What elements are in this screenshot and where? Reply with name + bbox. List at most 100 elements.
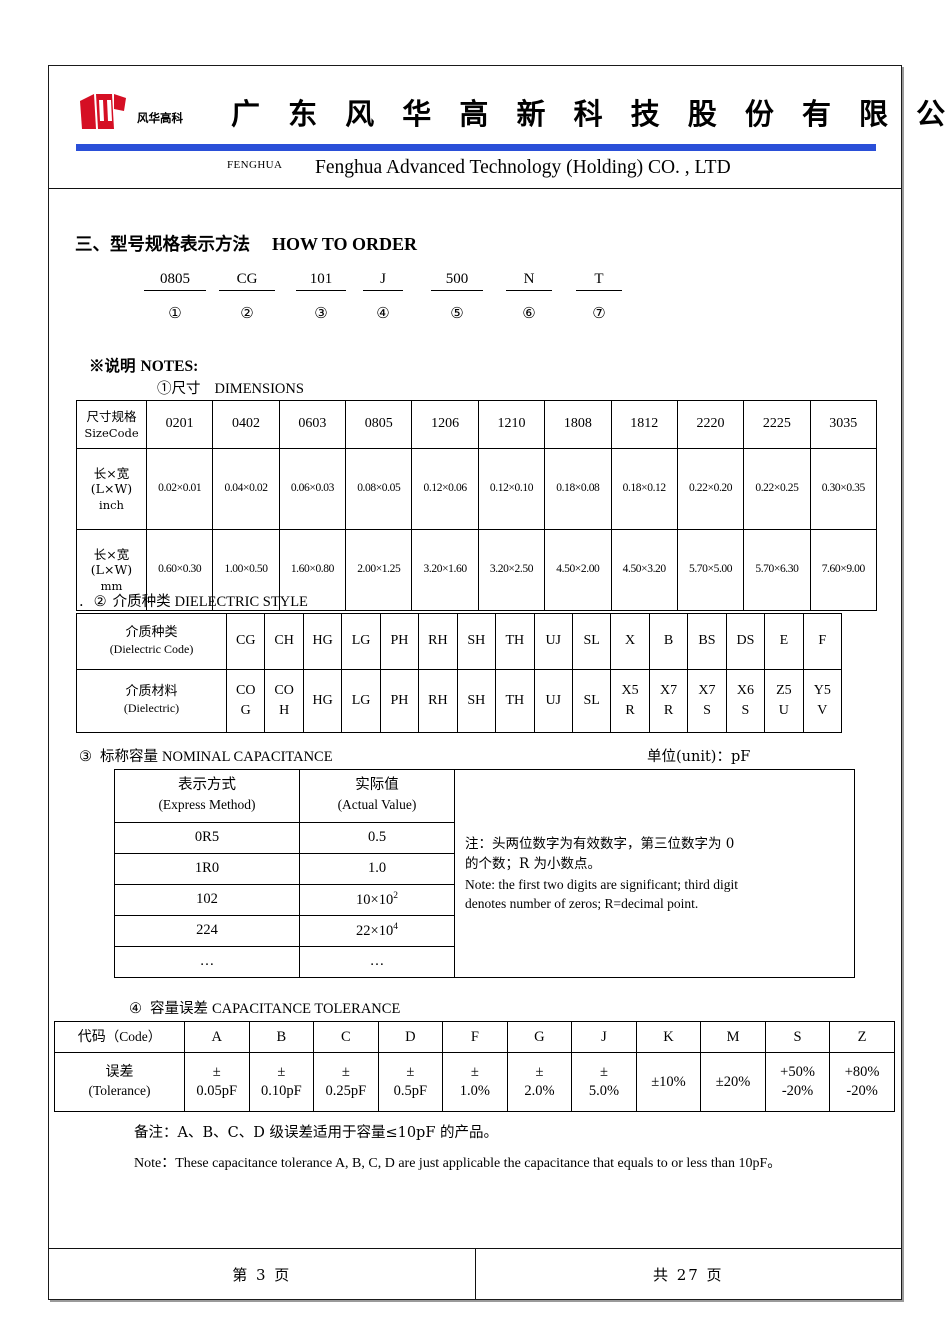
dielectric-row-label-material: 介质材料 (Dielectric) — [76, 669, 227, 733]
capacitance-express-value: 102 — [114, 884, 300, 916]
blue-divider-bar — [76, 144, 876, 151]
tolerance-code-cell: J — [571, 1021, 637, 1053]
tolerance-value-cell: ±0.10pF — [248, 1052, 315, 1112]
order-circle-1: ① — [168, 304, 182, 322]
table-row: 误差 (Tolerance) ±0.05pF ±0.10pF ±0.25pF ±0.5pF… — [54, 1052, 895, 1112]
capacitance-caption-en: NOMINAL CAPACITANCE — [162, 749, 333, 765]
table-row: 1R0 1.0 — [114, 853, 855, 885]
dielectric-code-cell: TH — [495, 613, 535, 670]
section-title-en: HOW TO ORDER — [272, 234, 418, 254]
tolerance-remark-cn: 备注：A、B、C、D 级误差适用于容量≤10pF 的产品。 — [134, 1125, 499, 1141]
order-code-part-2: CG — [219, 271, 275, 291]
dimensions-table: 尺寸规格 SizeCode 0201 0402 0603 0805 1206 1210 1808… — [76, 400, 877, 611]
tolerance-code-cell: C — [313, 1021, 379, 1053]
table-row: 长×宽 (L×W) mm 0.60×0.30 1.00×0.50 1.60×0.80 2.0… — [76, 529, 877, 611]
capacitance-express-value: 0R5 — [114, 822, 300, 854]
dielectric-material-cell: X7 R — [648, 669, 689, 733]
dimensions-mm-value: 5.70×6.30 — [743, 529, 811, 611]
document-header: 风华高科 广 东 风 华 高 新 科 技 股 份 有 限 公 司 FENGHUA… — [49, 66, 950, 189]
notes-heading-cn: ※说明 — [89, 356, 136, 375]
tolerance-code-cell: G — [506, 1021, 573, 1053]
tolerance-code-cell: Z — [829, 1021, 895, 1053]
order-code-part-4: J — [363, 271, 403, 291]
dielectric-caption-cn: 介质种类 — [112, 594, 171, 610]
tolerance-remark-en: Note：These capacitance tolerance A, B, C… — [134, 1156, 782, 1171]
capacitance-actual-value: 22×104 — [299, 915, 455, 947]
order-code-part-6: N — [506, 271, 552, 291]
dielectric-material-cell: CO H — [264, 669, 304, 733]
order-circle-6: ⑥ — [522, 304, 536, 322]
dielectric-caption-num: ② — [93, 594, 107, 610]
table-row: 介质材料 (Dielectric) CO G CO H HG LG PH RH SH TH UJ SL X5… — [76, 669, 843, 733]
dielectric-material-cell: UJ — [533, 669, 573, 733]
tolerance-value-cell: ±0.05pF — [184, 1052, 250, 1112]
tolerance-caption: ④ 容量误差 CAPACITANCE TOLERANCE — [129, 997, 400, 1018]
dielectric-code-cell: SL — [571, 613, 612, 670]
capacitance-caption: ③ 标称容量 NOMINAL CAPACITANCE — [79, 745, 333, 766]
dimensions-inch-value: 0.06×0.03 — [278, 448, 347, 530]
order-code-part-1: 0805 — [144, 271, 206, 291]
dimensions-size-code: 1812 — [610, 400, 678, 449]
dimensions-size-code: 2220 — [676, 400, 745, 449]
dimensions-size-code: 0805 — [345, 400, 413, 449]
footer-total-pages: 共 27 页 — [652, 1265, 724, 1284]
order-code-part-5: 500 — [431, 271, 483, 291]
dimensions-size-code: 1210 — [477, 400, 546, 449]
dimensions-inch-value: 0.04×0.02 — [212, 448, 280, 530]
order-circle-row: ① ② ③ ④ ⑤ ⑥ ⑦ — [144, 304, 674, 328]
tolerance-value-cell: ±1.0% — [442, 1052, 508, 1112]
tolerance-code-cell: S — [764, 1021, 831, 1053]
fenghua-logo-icon — [76, 91, 128, 131]
dielectric-row-label-code: 介质种类 (Dielectric Code) — [76, 613, 227, 670]
dielectric-code-cell: X — [610, 613, 650, 670]
dielectric-material-cell: LG — [341, 669, 381, 733]
table-row: 代码（Code） A B C D F G J K M S Z — [54, 1021, 895, 1053]
dielectric-code-cell: SH — [456, 613, 497, 670]
dimensions-caption: ①尺寸 DIMENSIONS — [157, 377, 304, 398]
logo-chinese-name: 风华高科 — [137, 111, 183, 125]
dimensions-size-code: 2225 — [743, 400, 811, 449]
tolerance-value-cell: ±20% — [700, 1052, 766, 1112]
capacitance-caption-cn: 标称容量 — [100, 749, 158, 765]
dielectric-code-cell: BS — [687, 613, 727, 670]
capacitance-actual-value: 10×102 — [299, 884, 455, 916]
table-row: 介质种类 (Dielectric Code) CG CH HG LG PH RH SH TH UJ S… — [76, 613, 843, 670]
dimensions-inch-value: 0.22×0.20 — [676, 448, 745, 530]
dimensions-mm-value: 7.60×9.00 — [809, 529, 877, 611]
dielectric-material-cell: X6 S — [725, 669, 766, 733]
dielectric-code-cell: B — [648, 613, 689, 670]
capacitance-express-value: 1R0 — [114, 853, 300, 885]
dimensions-mm-value: 4.50×3.20 — [610, 529, 678, 611]
dimensions-mm-value: 1.60×0.80 — [278, 529, 347, 611]
table-row: 尺寸规格 SizeCode 0201 0402 0603 0805 1206 1210 1808… — [76, 400, 877, 449]
document-footer: 第 3 页 共 27 页 — [49, 1248, 901, 1299]
dimensions-size-code: 0402 — [212, 400, 280, 449]
dielectric-caption-en: DIELECTRIC STYLE — [174, 594, 308, 610]
table-row: 长×宽 (L×W) inch 0.02×0.01 0.04×0.02 0.06×0.03 0… — [76, 448, 877, 530]
dielectric-code-cell: PH — [379, 613, 420, 670]
tolerance-caption-en: CAPACITANCE TOLERANCE — [212, 1001, 401, 1017]
tolerance-code-cell: F — [442, 1021, 508, 1053]
dimensions-inch-value: 0.02×0.01 — [145, 448, 214, 530]
dielectric-material-cell: HG — [302, 669, 343, 733]
dielectric-code-cell: CG — [225, 613, 266, 670]
dimensions-mm-value: 4.50×2.00 — [544, 529, 612, 611]
header-divider-line — [49, 188, 901, 189]
tolerance-code-cell: K — [635, 1021, 702, 1053]
order-circle-4: ④ — [376, 304, 390, 322]
dimensions-mm-value: 1.00×0.50 — [212, 529, 280, 611]
dielectric-code-cell: E — [764, 613, 804, 670]
dimensions-inch-value: 0.18×0.08 — [544, 448, 612, 530]
tolerance-row-label-value: 误差 (Tolerance) — [54, 1052, 185, 1112]
dielectric-caption-prefix: . — [79, 594, 84, 610]
capacitance-caption-num: ③ — [79, 749, 92, 765]
tolerance-value-cell: ±2.0% — [506, 1052, 573, 1112]
logo-english-name: FENGHUA — [227, 159, 283, 171]
tolerance-code-cell: D — [377, 1021, 444, 1053]
dielectric-code-cell: DS — [725, 613, 766, 670]
dielectric-material-cell: SH — [456, 669, 497, 733]
capacitance-actual-value: 1.0 — [299, 853, 455, 885]
tolerance-code-cell: M — [700, 1021, 766, 1053]
dimensions-mm-value: 3.20×1.60 — [411, 529, 479, 611]
document-content: 三、型号规格表示方法 HOW TO ORDER 0805 CG 101 J 500 N T ①… — [49, 189, 901, 1209]
